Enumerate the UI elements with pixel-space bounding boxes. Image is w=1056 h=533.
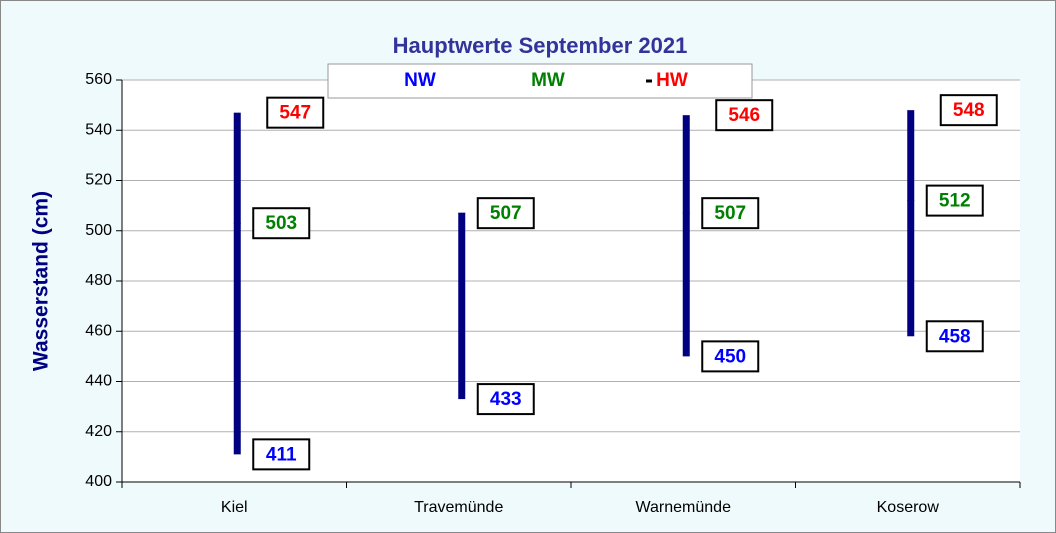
label-box <box>252 207 311 240</box>
data-label: 458 <box>939 326 971 347</box>
data-label-box: 507 <box>701 197 760 230</box>
legend <box>327 63 753 99</box>
data-label: 433 <box>490 389 522 410</box>
hilo-bar <box>458 213 466 400</box>
data-label-box: 450 <box>701 340 760 373</box>
data-label-box: 411 <box>252 438 311 471</box>
label-box <box>266 96 325 129</box>
x-tick-label: Travemünde <box>414 499 503 516</box>
label-box <box>476 383 535 416</box>
data-label-box: 433 <box>476 383 535 416</box>
data-label: 546 <box>728 105 760 126</box>
label-box <box>476 197 535 230</box>
data-label: 503 <box>265 213 297 234</box>
label-box <box>252 438 311 471</box>
data-label: 512 <box>939 191 971 212</box>
hilo-bar <box>682 115 690 357</box>
y-tick-label: 540 <box>85 121 112 138</box>
legend-items: NW MW HW <box>404 70 688 91</box>
data-label-box: 458 <box>925 320 984 353</box>
marks: 411 503 547 433 507 450 507 546 458 512 548 <box>233 94 998 471</box>
grid: 400 420 440 460 480 500 520 540 560 Kiel Travemünd… <box>85 71 1021 516</box>
label-box <box>701 197 760 230</box>
data-label: 507 <box>714 203 746 224</box>
data-label: 548 <box>953 100 985 121</box>
data-label: 507 <box>490 203 522 224</box>
y-tick-label: 520 <box>85 172 112 189</box>
x-tick-label: Koserow <box>877 499 940 516</box>
data-label-box: 548 <box>939 94 998 127</box>
y-tick-label: 400 <box>85 473 112 490</box>
y-tick-label: 440 <box>85 373 112 390</box>
label-box <box>715 99 774 132</box>
label-box <box>939 94 998 127</box>
data-label: 450 <box>714 346 746 367</box>
data-label-box: 512 <box>925 184 984 217</box>
label-box <box>701 340 760 373</box>
legend-label: NW <box>404 70 436 91</box>
chart-title: Hauptwerte September 2021 <box>393 33 688 58</box>
legend-label: HW <box>656 70 688 91</box>
y-tick-label: 460 <box>85 322 112 339</box>
data-label: 411 <box>266 444 297 465</box>
x-tick-label: Kiel <box>221 499 248 516</box>
y-tick-label: 420 <box>85 423 112 440</box>
legend-label: MW <box>531 70 565 91</box>
hilo-bar <box>233 112 241 455</box>
hilo-bar <box>907 110 915 337</box>
y-tick-label: 500 <box>85 222 112 239</box>
y-axis-label: Wasserstand (cm) <box>30 191 53 371</box>
data-label-box: 507 <box>476 197 535 230</box>
y-tick-label: 480 <box>85 272 112 289</box>
x-tick-label: Warnemünde <box>636 499 732 516</box>
label-box <box>925 320 984 353</box>
data-label-box: 546 <box>715 99 774 132</box>
label-box <box>925 184 984 217</box>
data-label: 547 <box>279 103 311 124</box>
data-label-box: 503 <box>252 207 311 240</box>
data-label-box: 547 <box>266 96 325 129</box>
y-tick-label: 560 <box>85 71 112 88</box>
